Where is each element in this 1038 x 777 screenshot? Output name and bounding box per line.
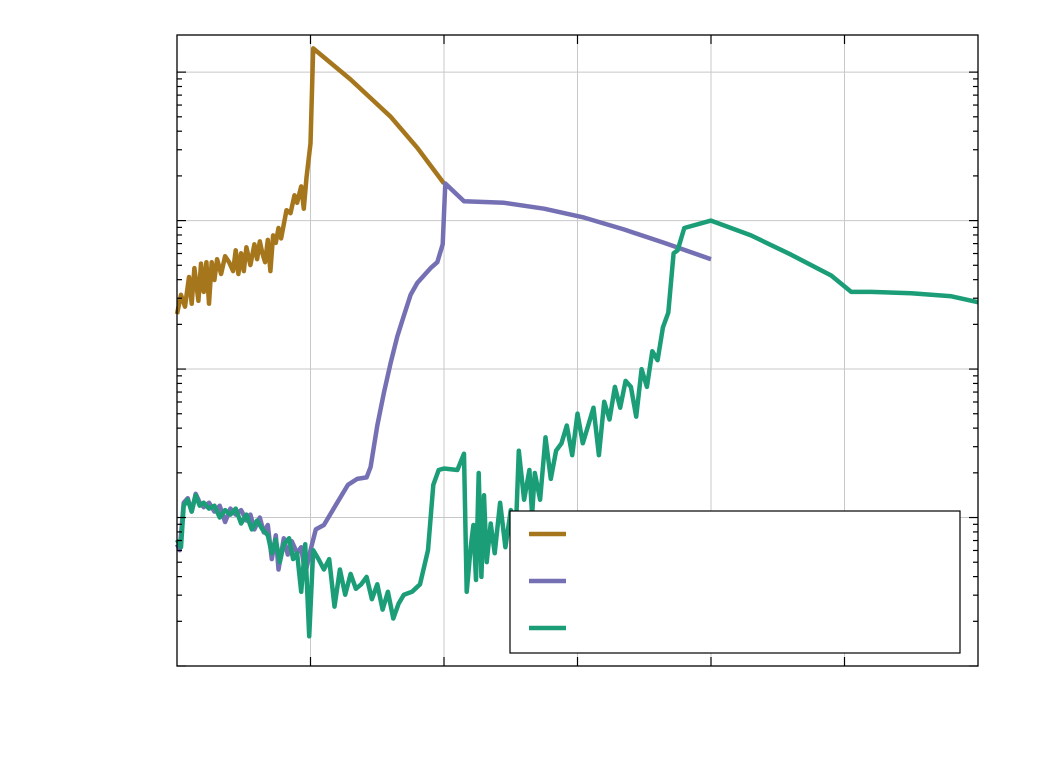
- legend: [509, 510, 961, 654]
- series-group: [174, 46, 979, 639]
- series-line-3: [175, 218, 979, 639]
- axis-ticks: [177, 35, 978, 667]
- series-line-1: [174, 46, 446, 315]
- legend-box: [509, 510, 961, 654]
